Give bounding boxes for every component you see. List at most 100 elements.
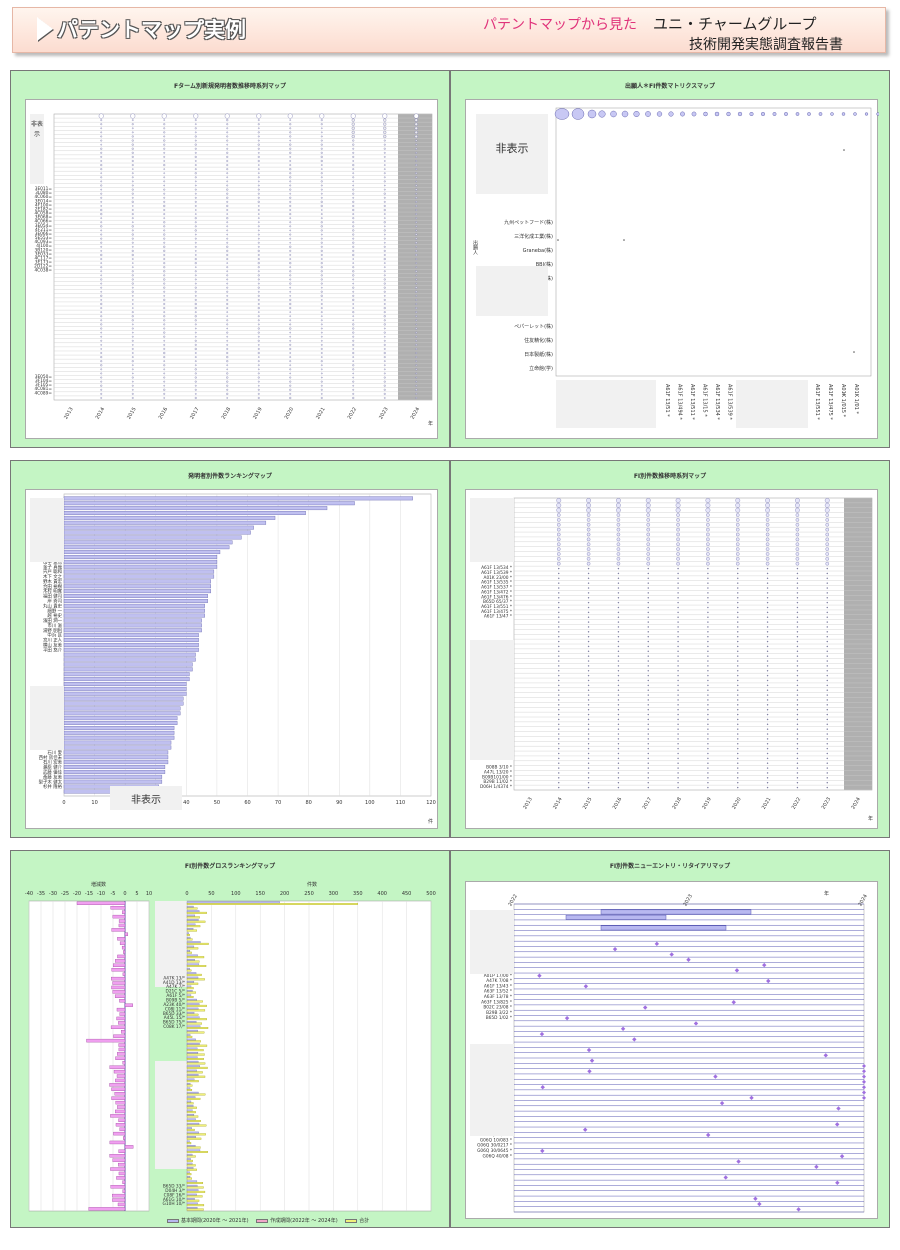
- bubble: [415, 282, 418, 285]
- bubble: [320, 258, 323, 260]
- bubble: [383, 118, 387, 122]
- bubble: [320, 270, 323, 273]
- bubble: [226, 221, 229, 224]
- bubble: [352, 163, 355, 167]
- diff-bar: [118, 1171, 126, 1176]
- bubble: [415, 139, 418, 142]
- bubble: [256, 113, 262, 119]
- bubble: [320, 209, 323, 211]
- bubble: [289, 282, 292, 285]
- bubble: [194, 119, 197, 122]
- bubble: [163, 290, 166, 293]
- bubble: [766, 660, 769, 662]
- diff-bar: [124, 1145, 134, 1149]
- bubble: [707, 767, 709, 769]
- bubble: [194, 384, 197, 387]
- bubble: [226, 302, 229, 305]
- bubble: [737, 670, 739, 672]
- bubble: [194, 168, 197, 171]
- row-label: B02C 23/08 *: [483, 1005, 513, 1011]
- bubble: [100, 237, 103, 240]
- bubble: [383, 143, 386, 146]
- bubble: [320, 196, 323, 199]
- row-label: 3F104=: [35, 378, 52, 384]
- base-bar: [186, 1167, 194, 1170]
- bubble: [320, 225, 323, 228]
- bubble: [131, 180, 134, 183]
- bubble: [766, 728, 769, 730]
- bubble: [163, 376, 166, 379]
- bubble: [647, 665, 649, 667]
- bubble: [131, 176, 134, 179]
- bubble: [289, 196, 292, 199]
- right-tick-label: 200: [280, 891, 290, 897]
- bubble: [289, 295, 292, 297]
- bubble: [765, 547, 770, 551]
- bubble: [289, 127, 292, 130]
- bubble: [825, 552, 830, 556]
- bubble: [737, 587, 739, 589]
- bubble: [131, 311, 134, 314]
- bubble: [766, 577, 769, 580]
- right-axis-title: 件数: [307, 882, 318, 888]
- diff-bar: [112, 1193, 126, 1198]
- bubble: [320, 323, 323, 326]
- bubble: [587, 689, 590, 691]
- bubble: [587, 772, 590, 774]
- bubble: [383, 343, 386, 346]
- bubble: [163, 200, 166, 203]
- bubble: [765, 527, 770, 532]
- bubble: [677, 626, 679, 628]
- right-tick-label: 150: [255, 891, 265, 897]
- total-bar: [186, 969, 192, 972]
- ranking-bar: [63, 701, 184, 706]
- base-bar: [186, 1136, 196, 1139]
- base-bar: [186, 1105, 194, 1108]
- diff-bar: [116, 1007, 126, 1012]
- bubble: [320, 139, 323, 142]
- base-bar: [186, 1114, 195, 1116]
- bubble: [194, 160, 197, 162]
- bubble: [226, 213, 229, 215]
- row-label: A63F 13/825 *: [481, 999, 513, 1005]
- fi-column-label: A61F 13/475 *: [827, 384, 833, 420]
- bubble: [645, 498, 651, 503]
- bubble: [826, 723, 829, 726]
- bubble: [131, 151, 134, 154]
- bubble: [100, 327, 103, 330]
- bubble: [647, 684, 649, 687]
- base-bar: [186, 998, 197, 1001]
- bubble: [677, 723, 679, 726]
- bubble: [100, 372, 103, 375]
- bubble: [383, 294, 386, 297]
- diff-bar: [112, 990, 126, 994]
- inventor-label: 西村 房佳未: [39, 754, 63, 761]
- bubble: [737, 655, 739, 657]
- bubble: [383, 298, 386, 301]
- bubble: [415, 172, 418, 175]
- base-bar: [186, 959, 195, 961]
- bubble: [557, 728, 560, 730]
- bubble: [415, 327, 418, 330]
- diff-bar: [117, 1105, 126, 1109]
- bubble: [352, 208, 355, 212]
- bubble: [257, 123, 260, 126]
- bubble: [351, 134, 355, 139]
- bubble: [257, 233, 260, 236]
- bubble: [677, 582, 679, 584]
- bubble: [320, 192, 323, 195]
- bubble: [383, 151, 386, 154]
- row-label: A61F 13/476 *: [481, 594, 513, 600]
- bubble: [677, 674, 679, 677]
- ranking-bar: [63, 618, 202, 623]
- bubble: [320, 147, 323, 150]
- diff-bar: [121, 1030, 126, 1034]
- ranking-bar: [63, 716, 178, 721]
- bubble: [617, 611, 620, 614]
- bubble: [557, 616, 560, 618]
- bubble: [226, 347, 229, 350]
- bubble: [707, 660, 709, 662]
- bubble: [586, 537, 591, 542]
- bubble: [383, 168, 386, 171]
- bubble: [226, 258, 229, 261]
